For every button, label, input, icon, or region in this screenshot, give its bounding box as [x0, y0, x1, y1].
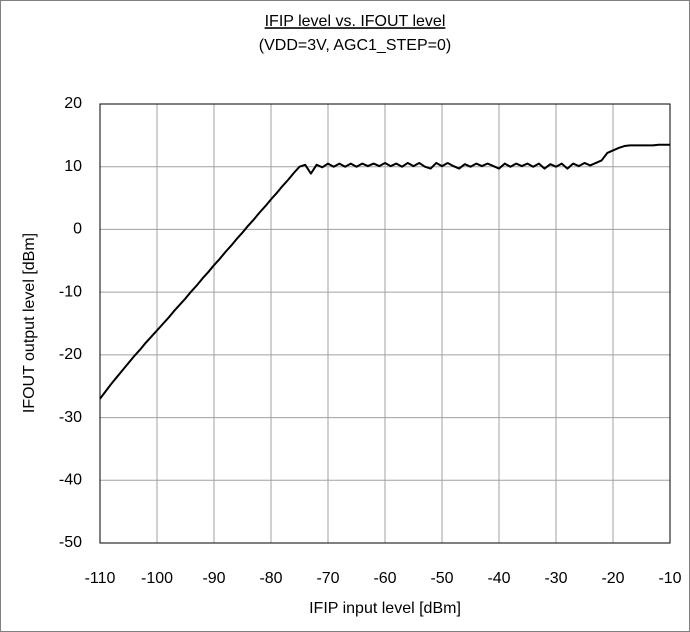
y-tick-label: -50 [59, 534, 82, 551]
x-tick-label: -90 [202, 570, 225, 587]
x-tick-label: -10 [658, 570, 681, 587]
y-tick-label: 20 [64, 95, 82, 112]
x-tick-label: -100 [141, 570, 173, 587]
chart-subtitle: (VDD=3V, AGC1_STEP=0) [259, 37, 451, 54]
y-tick-label: -30 [59, 409, 82, 426]
x-tick-label: -20 [601, 570, 624, 587]
x-axis-label: IFIP input level [dBm] [309, 600, 461, 617]
x-tick-label: -60 [373, 570, 396, 587]
x-tick-label: -110 [85, 570, 116, 587]
y-tick-label: -10 [59, 283, 82, 300]
y-tick-label: -20 [59, 346, 82, 363]
x-tick-label: -30 [544, 570, 567, 587]
y-tick-label: 10 [64, 158, 82, 175]
x-tick-label: -70 [316, 570, 339, 587]
y-axis-label: IFOUT output level [dBm] [21, 233, 38, 413]
y-tick-label: -40 [59, 472, 82, 489]
chart-title: IFIP level vs. IFOUT level [265, 13, 446, 30]
data-line [99, 143, 670, 400]
x-tick-label: -50 [430, 570, 453, 587]
x-tick-label: -40 [487, 570, 510, 587]
y-tick-label: 0 [73, 221, 82, 238]
plot-frame [99, 103, 671, 544]
x-tick-label: -80 [259, 570, 282, 587]
